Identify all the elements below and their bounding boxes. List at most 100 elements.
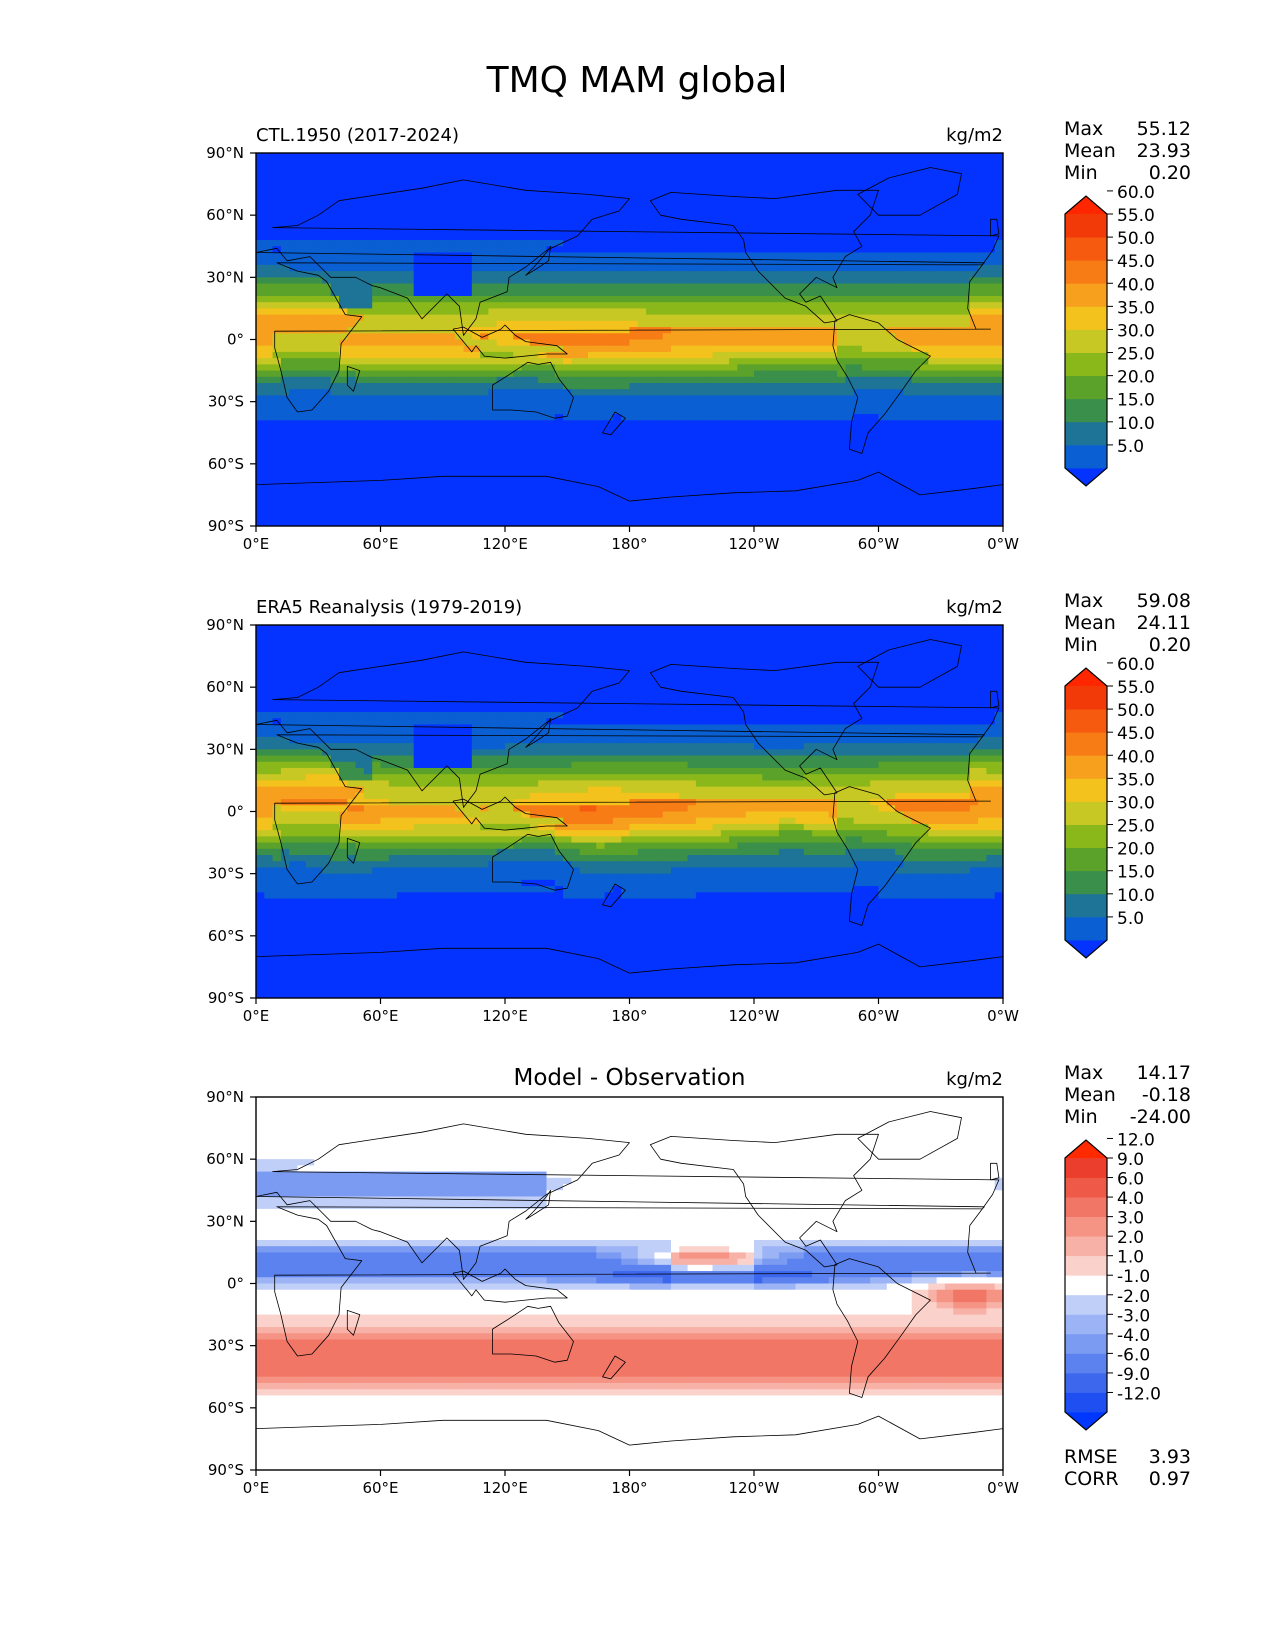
field-cell [920, 432, 929, 440]
field-cell [347, 171, 357, 179]
field-cell [563, 252, 572, 260]
field-cell [671, 289, 680, 297]
field-cell [654, 252, 664, 260]
field-cell [895, 320, 904, 328]
field-cell [812, 314, 821, 322]
field-cell [297, 463, 307, 471]
field-cell [446, 445, 456, 452]
field-cell [538, 426, 548, 434]
field-cell [920, 221, 929, 229]
field-cell [621, 432, 631, 440]
field-cell [314, 451, 323, 459]
field-cell [314, 233, 323, 241]
field-cell [546, 488, 556, 496]
field-cell [355, 190, 365, 198]
field-cell [720, 252, 730, 260]
field-cell [264, 438, 274, 446]
field-cell [363, 451, 373, 459]
field-cell [563, 308, 572, 316]
field-cell [571, 358, 581, 365]
field-cell [712, 358, 722, 365]
field-cell [637, 289, 647, 297]
field-cell [571, 153, 581, 160]
field-cell [496, 165, 506, 173]
field-cell [339, 159, 348, 167]
field-cell [446, 370, 456, 378]
field-cell [563, 159, 572, 167]
field-cell [886, 351, 896, 359]
field-cell [604, 351, 614, 359]
field-cell [662, 333, 672, 341]
field-cell [538, 463, 548, 471]
field-cell [397, 190, 406, 198]
field-cell [546, 420, 556, 428]
field-cell [878, 364, 888, 372]
field-cell [455, 271, 465, 278]
field-cell [621, 246, 631, 254]
field-cell [538, 351, 548, 359]
field-cell [745, 395, 755, 403]
field-cell [596, 445, 606, 452]
field-cell [853, 295, 863, 303]
field-cell [289, 320, 299, 328]
field-cell [687, 370, 697, 378]
field-cell [870, 184, 880, 191]
field-cell [953, 240, 963, 247]
field-cell [671, 333, 680, 341]
field-cell [529, 364, 539, 372]
field-cell [853, 401, 863, 409]
field-cell [770, 488, 780, 496]
field-cell [372, 208, 382, 216]
field-cell [770, 320, 780, 328]
field-cell [256, 289, 265, 297]
field-cell [446, 482, 456, 490]
field-cell [820, 159, 830, 167]
field-cell [612, 184, 622, 191]
field-cell [737, 171, 747, 179]
field-cell [355, 153, 365, 160]
field-cell [480, 246, 489, 254]
field-cell [679, 426, 689, 434]
field-cell [446, 277, 456, 285]
field-cell [612, 227, 622, 235]
field-cell [596, 283, 606, 291]
field-cell [812, 339, 821, 347]
field-cell [554, 252, 564, 260]
field-cell [280, 333, 290, 341]
field-cell [861, 258, 871, 266]
field-cell [687, 289, 697, 297]
field-cell [837, 470, 846, 477]
field-cell [695, 407, 705, 415]
field-cell [596, 159, 606, 167]
field-cell [754, 258, 763, 266]
field-cell [521, 389, 531, 397]
field-cell [770, 470, 780, 477]
field-cell [969, 233, 979, 241]
field-cell [438, 208, 448, 216]
field-cell [737, 308, 747, 316]
field-cell [928, 327, 938, 334]
field-cell [920, 246, 929, 254]
field-cell [845, 190, 855, 198]
field-cell [322, 177, 332, 185]
field-cell [347, 494, 357, 502]
field-cell [322, 258, 332, 266]
field-cell [538, 184, 548, 191]
field-cell [588, 457, 597, 465]
field-cell [629, 383, 639, 390]
field-cell [778, 208, 788, 216]
field-cell [621, 482, 631, 490]
field-cell [380, 476, 390, 484]
field-cell [720, 414, 730, 421]
field-cell [322, 470, 332, 477]
field-cell [405, 240, 415, 247]
field-cell [380, 308, 390, 316]
field-cell [712, 482, 722, 490]
field-cell [305, 445, 315, 452]
field-cell [820, 215, 830, 222]
field-cell [272, 395, 282, 403]
field-cell [986, 314, 996, 322]
field-cell [513, 283, 523, 291]
field-cell [405, 190, 415, 198]
field-cell [272, 159, 282, 167]
